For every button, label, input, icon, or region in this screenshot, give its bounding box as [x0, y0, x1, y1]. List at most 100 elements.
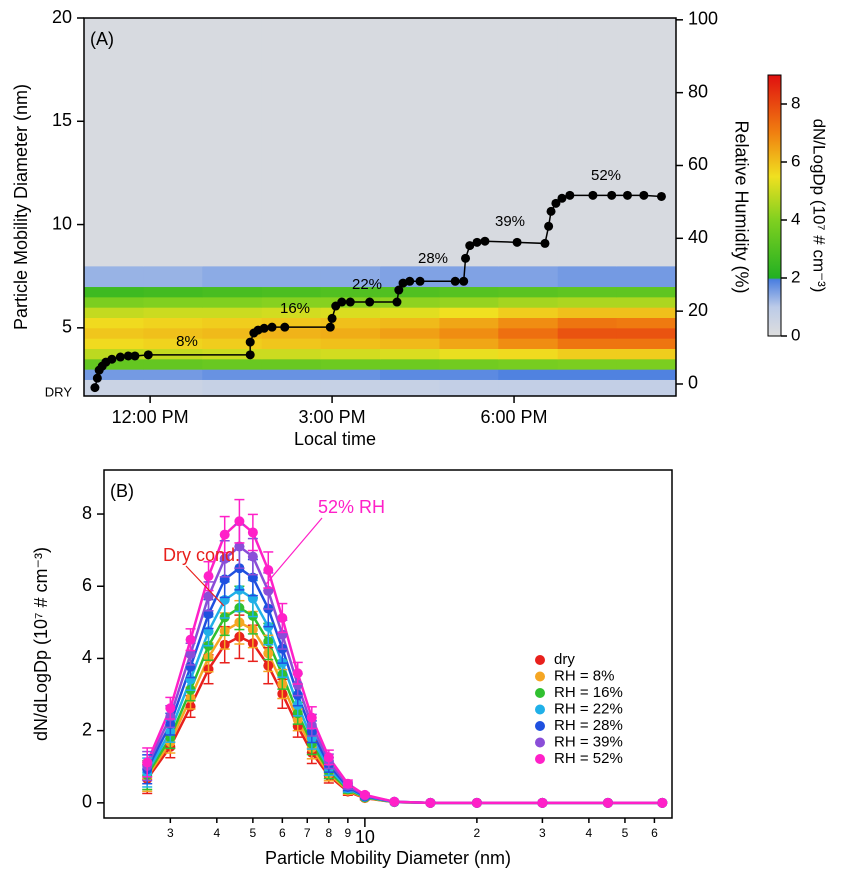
y2-tick-label: 20 [688, 300, 708, 320]
heatmap-cell [439, 18, 499, 267]
x-tick-label: 6 [279, 826, 286, 840]
legend-label: dry [554, 651, 575, 668]
point [203, 591, 214, 602]
heatmap-cell [557, 327, 618, 339]
rh-point [512, 237, 522, 247]
rh-point [546, 206, 556, 216]
heatmap-cell [380, 348, 440, 360]
heatmap-cell [202, 286, 263, 298]
heatmap-cell [439, 307, 499, 319]
rh-point [280, 322, 290, 332]
y-tick-label: 10 [52, 213, 72, 233]
legend-label: RH = 28% [554, 717, 623, 734]
heatmap-cell [557, 18, 618, 267]
rh-point [365, 297, 375, 307]
y-tick-label: 4 [82, 647, 92, 667]
colorbar [767, 74, 782, 337]
heatmap-cell [84, 379, 144, 397]
colorbar-tick-label: 6 [791, 151, 800, 170]
heatmap-cell [320, 265, 381, 288]
rh-point [480, 236, 490, 246]
rh-point [622, 190, 632, 200]
x-tick-label: 7 [304, 826, 311, 840]
heatmap-cell [498, 265, 559, 288]
x-tick-label: 4 [213, 826, 220, 840]
heatmap-cell [320, 317, 381, 329]
heatmap-cell [498, 369, 559, 380]
heatmap-cell [557, 358, 618, 370]
y2-tick-label: 60 [688, 154, 708, 174]
heatmap-cell [380, 18, 440, 267]
rh-point [405, 276, 415, 286]
heatmap-cell [616, 358, 677, 370]
point [425, 797, 436, 808]
heatmap-cell [616, 296, 677, 308]
point [389, 796, 400, 807]
rh-point [544, 221, 554, 231]
rh-point [588, 190, 598, 200]
heatmap-cell [84, 296, 144, 308]
heatmap-cell [202, 348, 263, 360]
heatmap-cell [202, 358, 263, 370]
heatmap-cell [557, 307, 618, 319]
point [185, 634, 196, 645]
point [342, 778, 353, 789]
heatmap-cell [616, 265, 677, 288]
heatmap-cell [616, 18, 677, 267]
annotation: (B) [110, 481, 134, 501]
heatmap-cell [202, 338, 263, 349]
heatmap-cell [261, 379, 322, 397]
heatmap-cell [143, 379, 203, 397]
heatmap-cell [202, 317, 263, 329]
heatmap-cell [380, 369, 440, 380]
rh-point [465, 241, 475, 251]
point [602, 797, 613, 808]
y2-tick-label: 80 [688, 81, 708, 101]
heatmap-cell [84, 286, 144, 298]
rh-point [394, 285, 404, 295]
heatmap-cell [84, 327, 144, 339]
heatmap-cell [143, 338, 203, 349]
rh-point [245, 337, 255, 347]
heatmap-cell [557, 348, 618, 360]
heatmap-cell [320, 18, 381, 267]
point [203, 571, 214, 582]
annotation: 52% [591, 167, 621, 184]
point [234, 541, 245, 552]
heatmap-cell [380, 338, 440, 349]
heatmap-cell [557, 338, 618, 349]
annotation: 52% RH [318, 497, 385, 517]
heatmap-cell [439, 286, 499, 298]
rh-point [551, 198, 561, 208]
heatmap-cell [261, 286, 322, 298]
rh-point [325, 322, 335, 332]
annotation: 16% [280, 300, 310, 317]
y2-axis-label: Relative Humidity (%) [731, 120, 751, 293]
point [359, 789, 370, 800]
heatmap-cell [320, 358, 381, 370]
heatmap-cell [616, 379, 677, 397]
annotation: 39% [495, 213, 525, 230]
heatmap-cell [439, 358, 499, 370]
colorbar-tick-label: 4 [791, 209, 800, 228]
y2-tick-label: 100 [688, 9, 718, 29]
point [247, 551, 258, 562]
heatmap-cell [143, 265, 203, 288]
heatmap-cell [498, 307, 559, 319]
x-tick-label: 5 [250, 826, 257, 840]
rh-point [415, 276, 425, 286]
rh-point [123, 351, 133, 361]
rh-point [565, 190, 575, 200]
heatmap-cell [202, 369, 263, 380]
legend-marker [535, 721, 545, 731]
rh-point [92, 373, 102, 383]
heatmap-cell [84, 369, 144, 380]
heatmap-cell [616, 327, 677, 339]
point [657, 797, 668, 808]
rh-point [607, 190, 617, 200]
point [219, 529, 230, 540]
heatmap-cell [84, 338, 144, 349]
y2-tick-label: 40 [688, 227, 708, 247]
point [323, 752, 334, 763]
y-tick-label: 15 [52, 110, 72, 130]
